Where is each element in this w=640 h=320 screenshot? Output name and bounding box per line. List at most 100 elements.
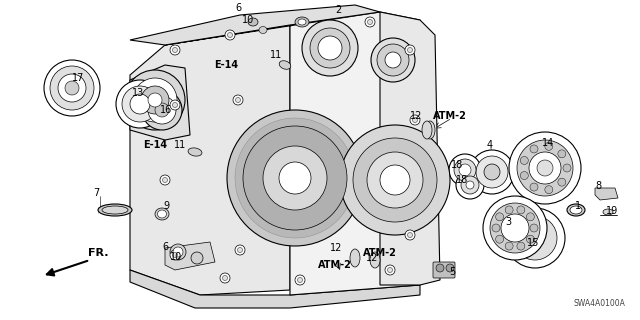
- Circle shape: [563, 164, 571, 172]
- Ellipse shape: [279, 61, 291, 69]
- Circle shape: [340, 125, 450, 235]
- Text: FR.: FR.: [88, 248, 109, 258]
- Ellipse shape: [98, 204, 132, 216]
- Circle shape: [263, 146, 327, 210]
- Circle shape: [513, 216, 557, 260]
- Circle shape: [509, 132, 581, 204]
- Text: 12: 12: [366, 253, 378, 263]
- Circle shape: [170, 244, 186, 260]
- Text: 18: 18: [451, 160, 463, 170]
- Circle shape: [170, 250, 180, 260]
- Circle shape: [236, 98, 241, 102]
- Ellipse shape: [570, 206, 582, 214]
- Polygon shape: [130, 65, 190, 140]
- Text: 19: 19: [606, 206, 618, 216]
- Circle shape: [530, 224, 538, 232]
- Circle shape: [365, 17, 375, 27]
- Circle shape: [163, 178, 168, 182]
- Text: 1: 1: [575, 201, 581, 211]
- Circle shape: [385, 52, 401, 68]
- Circle shape: [446, 264, 454, 272]
- Polygon shape: [130, 5, 380, 45]
- Circle shape: [476, 156, 508, 188]
- Circle shape: [505, 206, 513, 214]
- Circle shape: [492, 224, 500, 232]
- Polygon shape: [165, 242, 215, 270]
- Circle shape: [141, 86, 169, 114]
- Circle shape: [295, 275, 305, 285]
- Circle shape: [298, 277, 303, 283]
- Ellipse shape: [425, 121, 435, 139]
- Circle shape: [223, 276, 227, 281]
- Circle shape: [160, 175, 170, 185]
- Ellipse shape: [188, 148, 202, 156]
- Circle shape: [456, 171, 484, 199]
- Ellipse shape: [298, 19, 306, 25]
- Text: 10: 10: [170, 252, 182, 262]
- Circle shape: [408, 233, 413, 237]
- Circle shape: [501, 214, 529, 242]
- Circle shape: [125, 70, 185, 130]
- Text: 17: 17: [72, 73, 84, 83]
- Text: 12: 12: [410, 111, 422, 121]
- Circle shape: [520, 156, 529, 164]
- Text: ATM-2: ATM-2: [433, 111, 467, 121]
- Polygon shape: [165, 12, 420, 295]
- Circle shape: [367, 152, 423, 208]
- Circle shape: [371, 38, 415, 82]
- Circle shape: [50, 66, 94, 110]
- Ellipse shape: [248, 18, 258, 26]
- Circle shape: [517, 242, 525, 250]
- Circle shape: [173, 252, 177, 258]
- Text: 10: 10: [242, 15, 254, 25]
- Circle shape: [526, 235, 534, 243]
- Text: 7: 7: [93, 188, 99, 198]
- Circle shape: [170, 45, 180, 55]
- Circle shape: [405, 45, 415, 55]
- Circle shape: [385, 265, 395, 275]
- Circle shape: [116, 80, 164, 128]
- Ellipse shape: [603, 209, 613, 215]
- Circle shape: [173, 102, 177, 108]
- Circle shape: [148, 93, 162, 107]
- Circle shape: [148, 96, 176, 124]
- Circle shape: [220, 273, 230, 283]
- Ellipse shape: [155, 208, 169, 220]
- Text: 4: 4: [487, 140, 493, 150]
- Circle shape: [367, 20, 372, 25]
- Circle shape: [466, 181, 474, 189]
- Circle shape: [65, 81, 79, 95]
- Circle shape: [436, 264, 444, 272]
- Circle shape: [302, 20, 358, 76]
- Circle shape: [461, 176, 479, 194]
- Circle shape: [251, 134, 339, 222]
- Circle shape: [530, 183, 538, 191]
- Circle shape: [225, 30, 235, 40]
- Circle shape: [449, 154, 481, 186]
- Circle shape: [413, 117, 417, 123]
- Text: 9: 9: [163, 201, 169, 211]
- Circle shape: [495, 235, 504, 243]
- Ellipse shape: [567, 204, 585, 216]
- Circle shape: [227, 110, 363, 246]
- Circle shape: [279, 162, 311, 194]
- Circle shape: [558, 178, 566, 186]
- Circle shape: [380, 165, 410, 195]
- Circle shape: [155, 103, 169, 117]
- Text: 15: 15: [527, 238, 539, 248]
- Circle shape: [237, 247, 243, 252]
- Text: 11: 11: [174, 140, 186, 150]
- Circle shape: [243, 126, 347, 230]
- Circle shape: [517, 140, 573, 196]
- Text: 6: 6: [235, 3, 241, 13]
- Circle shape: [405, 230, 415, 240]
- Circle shape: [454, 159, 476, 181]
- Text: 2: 2: [335, 5, 341, 15]
- Circle shape: [408, 47, 413, 52]
- Circle shape: [233, 95, 243, 105]
- Text: E-14: E-14: [143, 140, 167, 150]
- Circle shape: [490, 203, 540, 253]
- Circle shape: [517, 206, 525, 214]
- Circle shape: [310, 28, 350, 68]
- Circle shape: [484, 164, 500, 180]
